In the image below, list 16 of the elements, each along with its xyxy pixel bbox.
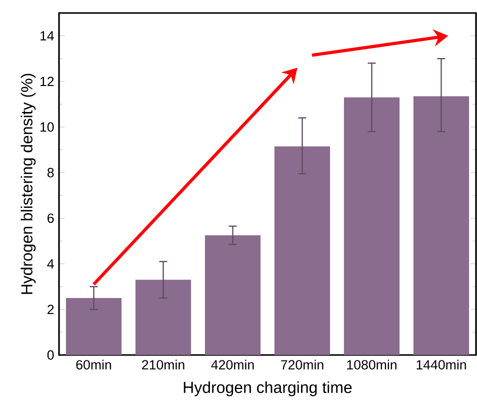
y-tick-label: 12: [40, 76, 54, 86]
y-tick-label: 6: [48, 213, 54, 223]
y-tick-label: 2: [48, 304, 54, 314]
y-tick-label: 0: [47, 350, 54, 360]
x-axis-title: Hydrogen charging time: [184, 381, 352, 396]
y-axis-title: Hydrogen blistering density (%): [20, 74, 36, 294]
x-tick-label: 720min: [281, 360, 324, 370]
y-tick-label: 10: [40, 122, 54, 132]
x-tick-label: 60min: [76, 360, 112, 370]
x-tick-label: 1440min: [416, 360, 466, 370]
x-tick-label: 420min: [211, 360, 254, 370]
x-tick-label: 1080min: [347, 360, 396, 370]
x-tick-label: 210min: [142, 360, 184, 370]
y-tick-label: 4: [47, 259, 54, 268]
y-tick-label: 14: [40, 31, 54, 40]
y-tick-label: 8: [47, 168, 54, 178]
